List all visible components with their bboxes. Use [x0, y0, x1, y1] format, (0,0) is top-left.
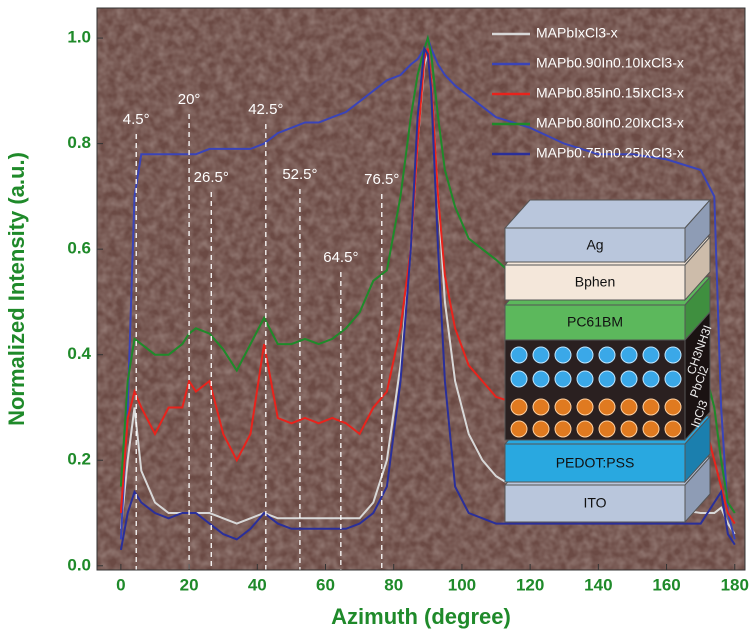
annotation-label: 26.5° — [194, 169, 229, 186]
x-tick-label: 80 — [384, 575, 403, 594]
legend-label: MAPb0.85In0.15IxCl3-x — [536, 85, 684, 101]
layer-label: PEDOT:PSS — [556, 455, 635, 471]
annotation-label: 76.5° — [364, 171, 399, 188]
layer-label: PC61BM — [567, 314, 623, 330]
x-tick-label: 100 — [448, 575, 476, 594]
y-tick-label: 0.2 — [67, 450, 91, 469]
x-tick-label: 180 — [721, 575, 749, 594]
y-tick-label: 0.6 — [67, 239, 91, 258]
layer-top — [505, 200, 710, 228]
electron-icon — [643, 371, 659, 387]
electron-icon — [621, 371, 637, 387]
hole-icon — [577, 421, 593, 437]
x-axis-label: Azimuth (degree) — [331, 604, 511, 629]
hole-icon — [555, 399, 571, 415]
annotation-label: 4.5° — [123, 111, 150, 128]
electron-icon — [599, 371, 615, 387]
electron-icon — [511, 347, 527, 363]
layer-label: Ag — [586, 237, 603, 253]
electron-icon — [621, 347, 637, 363]
legend-label: MAPb0.75In0.25IxCl3-x — [536, 145, 684, 161]
legend-label: MAPbIxCl3-x — [536, 25, 618, 41]
hole-icon — [643, 421, 659, 437]
layer-label: ITO — [583, 495, 606, 511]
y-tick-label: 0.0 — [67, 555, 91, 574]
annotation-label: 42.5° — [248, 101, 283, 118]
annotation-label: 64.5° — [323, 249, 358, 266]
legend-label: MAPb0.80In0.20IxCl3-x — [536, 115, 684, 131]
electron-icon — [577, 371, 593, 387]
electron-icon — [555, 347, 571, 363]
hole-icon — [599, 399, 615, 415]
annotation-label: 20° — [178, 91, 201, 108]
device-inset: AgBphenPC61BMPEDOT:PSSITOCH3NH3IPbCl2InC… — [505, 200, 715, 522]
x-tick-label: 120 — [516, 575, 544, 594]
chart: 4.5° 20° 26.5° 42.5° 52.5° 64.5° 76.5° Ag Bphen… — [0, 0, 752, 638]
legend-label: MAPb0.90In0.10IxCl3-x — [536, 55, 684, 71]
x-tick-label: 40 — [248, 575, 267, 594]
hole-icon — [511, 399, 527, 415]
y-tick-label: 0.4 — [67, 344, 91, 363]
hole-icon — [621, 421, 637, 437]
x-tick-label: 140 — [584, 575, 612, 594]
hole-icon — [577, 399, 593, 415]
annotation-label: 52.5° — [282, 166, 317, 183]
hole-icon — [665, 399, 681, 415]
x-tick-label: 160 — [652, 575, 680, 594]
electron-icon — [533, 347, 549, 363]
electron-icon — [665, 347, 681, 363]
y-tick-label: 1.0 — [67, 28, 91, 47]
electron-icon — [599, 347, 615, 363]
x-tick-label: 60 — [316, 575, 335, 594]
y-axis-label: Normalized Intensity (a.u.) — [4, 152, 29, 426]
electron-icon — [511, 371, 527, 387]
layer-label: Bphen — [575, 274, 615, 290]
hole-icon — [533, 421, 549, 437]
electron-icon — [555, 371, 571, 387]
electron-icon — [665, 371, 681, 387]
hole-icon — [555, 421, 571, 437]
hole-icon — [599, 421, 615, 437]
electron-icon — [577, 347, 593, 363]
electron-icon — [533, 371, 549, 387]
hole-icon — [621, 399, 637, 415]
y-tick-label: 0.8 — [67, 133, 91, 152]
hole-icon — [643, 399, 659, 415]
hole-icon — [533, 399, 549, 415]
x-tick-label: 20 — [180, 575, 199, 594]
hole-icon — [511, 421, 527, 437]
hole-icon — [665, 421, 681, 437]
electron-icon — [643, 347, 659, 363]
x-tick-label: 0 — [116, 575, 125, 594]
